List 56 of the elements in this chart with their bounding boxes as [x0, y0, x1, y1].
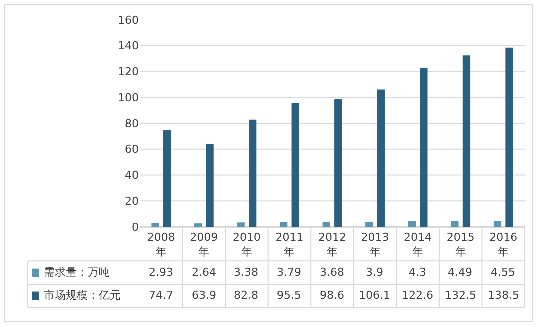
bar: [451, 221, 459, 227]
bar: [366, 222, 374, 227]
y-tick-label: 80: [125, 117, 139, 130]
data-label: 95.5: [277, 289, 302, 302]
data-label: 3.68: [320, 266, 344, 279]
bar: [249, 120, 257, 227]
data-label: 3.38: [234, 266, 258, 279]
y-tick-label: 160: [118, 14, 139, 27]
data-label: 74.7: [149, 289, 174, 302]
data-label: 3.79: [277, 266, 302, 279]
y-tick-label: 120: [118, 66, 139, 79]
y-tick-label: 100: [118, 91, 139, 104]
bar: [292, 103, 300, 227]
y-tick-label: 60: [125, 143, 139, 156]
x-tick-label: 2008年: [147, 231, 176, 258]
bar: [152, 223, 160, 227]
bar: [163, 130, 172, 227]
y-tick-label: 0: [132, 220, 139, 234]
bar: [206, 144, 214, 227]
bar: [194, 224, 202, 227]
data-label: 4.3: [409, 266, 426, 279]
data-label: 82.8: [234, 289, 258, 302]
x-tick-label: 2015年: [446, 231, 475, 258]
x-tick-label: 2011年: [276, 231, 304, 258]
data-label: 2.93: [149, 266, 174, 279]
data-label: 4.55: [491, 266, 516, 279]
y-tick-label: 40: [125, 169, 139, 182]
bar: [280, 222, 288, 227]
bar: [420, 68, 428, 227]
x-tick-label: 2010年: [232, 231, 261, 258]
x-tick-label: 2016年: [490, 231, 518, 258]
data-label: 132.5: [445, 289, 476, 302]
bar: [322, 222, 330, 227]
bar: [408, 221, 416, 227]
data-label: 98.6: [320, 289, 344, 302]
data-label: 2.64: [192, 266, 216, 279]
data-label: 3.9: [366, 266, 384, 279]
bar: [494, 221, 502, 227]
x-tick-label: 2013年: [361, 231, 390, 258]
data-label: 4.49: [448, 266, 472, 279]
data-label: 63.9: [192, 289, 216, 302]
bar: [334, 99, 342, 227]
bar: [237, 222, 245, 227]
y-tick-label: 20: [125, 194, 139, 208]
legend-label: 需求量：万吨: [44, 266, 110, 279]
x-tick-label: 2009年: [190, 231, 218, 258]
data-label: 122.6: [402, 289, 434, 302]
x-tick-label: 2012年: [318, 231, 346, 258]
data-label: 138.5: [488, 289, 520, 302]
data-label: 106.1: [359, 289, 390, 302]
x-tick-label: 2014年: [404, 231, 432, 258]
bar: [377, 90, 385, 227]
legend-label: 市场规模：亿元: [44, 289, 121, 302]
bar: [462, 56, 471, 227]
bar: [506, 48, 514, 227]
y-tick-label: 140: [118, 40, 139, 53]
